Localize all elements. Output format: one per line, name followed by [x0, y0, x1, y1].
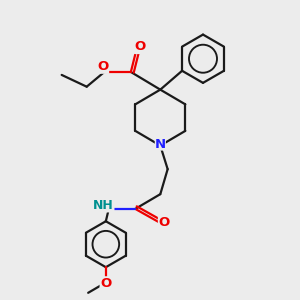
Text: NH: NH — [93, 199, 114, 212]
Text: O: O — [100, 277, 112, 290]
Text: N: N — [155, 138, 166, 151]
Text: O: O — [97, 60, 109, 73]
Text: O: O — [158, 216, 170, 229]
Text: O: O — [135, 40, 146, 53]
